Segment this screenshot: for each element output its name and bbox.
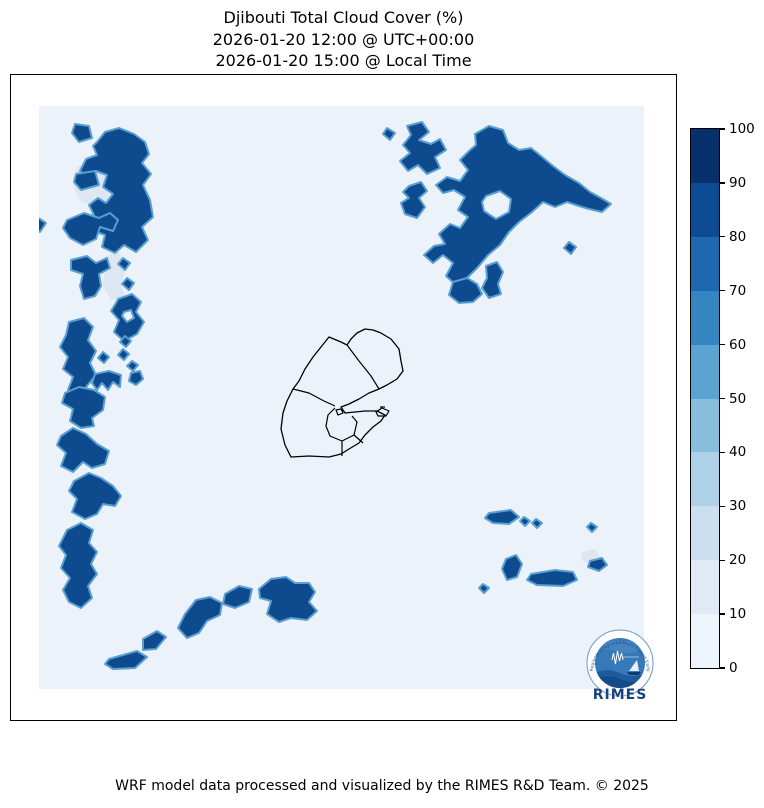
colorbar-tick-label: 90	[729, 174, 747, 191]
cloud-region	[58, 522, 98, 609]
colorbar-tick-label: 50	[729, 390, 747, 407]
cloud-region	[71, 123, 93, 143]
colorbar-segment	[691, 290, 719, 345]
cloud-region	[70, 255, 111, 300]
colorbar-segment	[691, 506, 719, 561]
cloud-region	[68, 472, 122, 520]
colorbar-tick-label: 40	[729, 444, 747, 461]
valid-time-local: 2026-01-20 15:00 @ Local Time	[215, 51, 472, 70]
cloud-region	[62, 212, 119, 246]
cloud-region	[400, 181, 428, 219]
cloud-region	[519, 516, 531, 527]
cloud-region	[91, 370, 122, 391]
cloud-region	[526, 569, 578, 587]
cloud-region	[399, 121, 447, 175]
chart-title: Djibouti Total Cloud Cover (%)	[223, 8, 464, 27]
map-axes: Regional Integrated Multi-Hazard Early W…	[10, 74, 677, 721]
colorbar-tick	[720, 559, 725, 561]
colorbar-segment	[691, 129, 719, 183]
cloud-region	[222, 585, 253, 609]
colorbar-tick	[720, 505, 725, 507]
colorbar-tick	[720, 451, 725, 454]
colorbar-tick	[720, 343, 725, 346]
djibouti-admin-boundary	[346, 344, 380, 390]
cloud-region	[563, 241, 577, 255]
cloud-region	[117, 257, 131, 271]
cloud-region	[97, 351, 110, 364]
djibouti-admin-boundary	[353, 434, 364, 444]
cloud-region	[481, 261, 504, 299]
colorbar-tick-label: 100	[729, 121, 755, 137]
colorbar-tick	[720, 290, 725, 292]
colorbar-segment	[691, 182, 719, 237]
cloud-region	[484, 509, 520, 525]
cloud-region	[104, 650, 148, 670]
cloud-region	[531, 518, 543, 529]
cloud-region	[501, 554, 523, 581]
colorbar-segment	[691, 398, 719, 453]
colorbar-tick	[720, 397, 725, 400]
cloud-region	[423, 125, 612, 286]
colorbar-tick	[720, 236, 725, 238]
colorbar-tick	[720, 667, 725, 669]
cloud-region	[586, 522, 598, 533]
colorbar-segment	[691, 236, 719, 291]
colorbar-tick-label: 10	[729, 606, 747, 623]
map-canvas	[39, 106, 644, 689]
colorbar-tick-label: 30	[729, 498, 747, 515]
cloud-region	[126, 360, 139, 372]
cloud-region	[177, 596, 223, 639]
colorbar-tick-label: 80	[729, 228, 747, 245]
logo-wordmark: RIMES	[593, 687, 648, 703]
cloud-region	[121, 277, 135, 291]
colorbar-tick-label: 70	[729, 282, 747, 299]
colorbar-tick-label: 20	[729, 552, 747, 569]
cloud-region	[587, 557, 608, 572]
cloud-region	[119, 335, 132, 348]
cloud-region	[117, 348, 130, 361]
colorbar-segment	[691, 560, 719, 615]
colorbar: 0 10 20 30 40 50 60 70 80 90 100	[690, 121, 764, 676]
colorbar-tick	[720, 613, 725, 615]
map-plot-area	[39, 106, 644, 689]
sail-icon	[629, 660, 639, 671]
cloud-region	[73, 170, 100, 191]
colorbar-tick	[720, 182, 725, 184]
rimes-logo: Regional Integrated Multi-Hazard Early W…	[585, 629, 654, 703]
colorbar-segment	[691, 344, 719, 399]
cloud-region	[382, 127, 396, 141]
cloud-region	[478, 583, 490, 594]
seismograph-icon	[611, 650, 624, 665]
colorbar-tick-label: 60	[729, 336, 747, 353]
cloud-region	[110, 293, 145, 342]
cloud-region	[61, 386, 106, 429]
colorbar-tick	[720, 128, 725, 130]
footer-credit: WRF model data processed and visualized …	[115, 778, 649, 794]
djibouti-admin-boundary	[325, 407, 358, 442]
cloud-region	[142, 630, 167, 651]
title-block: Djibouti Total Cloud Cover (%) 2026-01-2…	[10, 7, 677, 72]
djibouti-admin-boundary	[335, 408, 344, 416]
valid-time-utc: 2026-01-20 12:00 @ UTC+00:00	[212, 29, 475, 49]
colorbar-segment	[691, 452, 719, 507]
colorbar-segments	[690, 128, 720, 669]
colorbar-tick-label: 0	[729, 660, 738, 676]
cloud-region	[448, 277, 483, 304]
cloud-region	[56, 427, 110, 473]
djibouti-outer-boundary	[280, 328, 404, 458]
cloud-region	[128, 370, 144, 386]
cloud-region	[39, 217, 47, 233]
cloud-region	[258, 576, 318, 623]
colorbar-segment	[691, 614, 719, 669]
djibouti-admin-boundary	[292, 388, 336, 407]
djibouti-admin-boundary	[375, 407, 390, 417]
